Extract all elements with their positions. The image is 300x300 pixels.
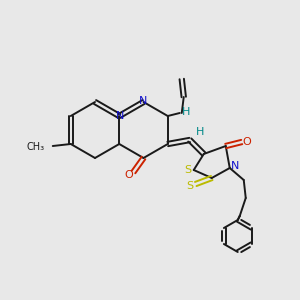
Text: CH₃: CH₃ xyxy=(27,142,45,152)
Text: N: N xyxy=(231,161,239,171)
Text: N: N xyxy=(139,96,148,106)
Text: O: O xyxy=(242,137,251,147)
Text: N: N xyxy=(116,111,124,121)
Text: O: O xyxy=(124,170,133,180)
Text: H: H xyxy=(196,127,204,137)
Text: H: H xyxy=(182,107,190,117)
Text: S: S xyxy=(186,181,193,191)
Text: S: S xyxy=(184,165,191,175)
